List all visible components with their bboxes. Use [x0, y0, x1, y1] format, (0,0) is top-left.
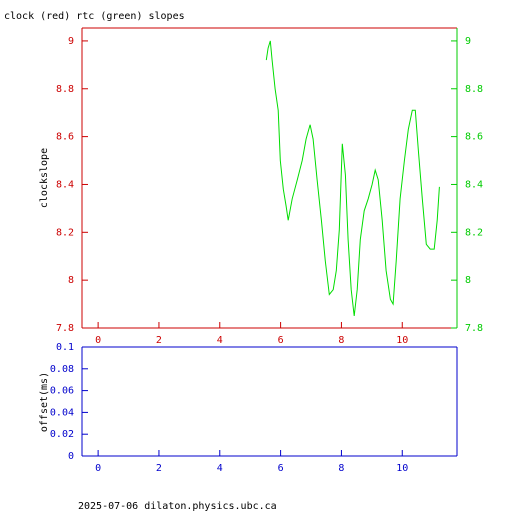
x-tick-label: 4	[217, 463, 223, 474]
chart-title: clock (red) rtc (green) slopes	[4, 11, 185, 22]
y2-tick-label: 8.4	[465, 179, 483, 190]
x-tick-label: 8	[338, 463, 344, 474]
y2-tick-label: 8.6	[465, 132, 483, 143]
x-tick-label: 10	[396, 335, 408, 346]
x-tick-label: 0	[95, 463, 101, 474]
y-tick-label: 0	[68, 451, 74, 462]
y-axis-label: clockslope	[39, 148, 50, 208]
y-tick-label: 7.8	[56, 323, 74, 334]
y-tick-label: 8.6	[56, 132, 74, 143]
y2-tick-label: 9	[465, 36, 471, 47]
y-tick-label: 8.2	[56, 227, 74, 238]
y-tick-label: 0.02	[50, 429, 74, 440]
x-tick-label: 4	[217, 335, 223, 346]
data-line	[265, 40, 440, 317]
y-tick-label: 0.1	[56, 342, 74, 353]
x-tick-label: 10	[396, 463, 408, 474]
x-tick-label: 2	[156, 335, 162, 346]
y-tick-label: 0.06	[50, 386, 74, 397]
x-tick-label: 0	[95, 335, 101, 346]
x-tick-label: 8	[338, 335, 344, 346]
y-tick-label: 8.8	[56, 84, 74, 95]
y-tick-label: 9	[68, 36, 74, 47]
footer: 2025-07-06 dilaton.physics.ubc.ca	[78, 501, 277, 512]
y-tick-label: 0.04	[50, 407, 74, 418]
x-tick-label: 6	[278, 463, 284, 474]
x-tick-label: 6	[278, 335, 284, 346]
y-axis-label: offset(ms)	[39, 372, 50, 432]
y2-tick-label: 8	[465, 275, 471, 286]
y-tick-label: 8	[68, 275, 74, 286]
y2-tick-label: 8.2	[465, 227, 483, 238]
y-tick-label: 0.08	[50, 364, 74, 375]
y2-tick-label: 7.8	[465, 323, 483, 334]
x-tick-label: 2	[156, 463, 162, 474]
y-tick-label: 8.4	[56, 179, 74, 190]
y2-tick-label: 8.8	[465, 84, 483, 95]
